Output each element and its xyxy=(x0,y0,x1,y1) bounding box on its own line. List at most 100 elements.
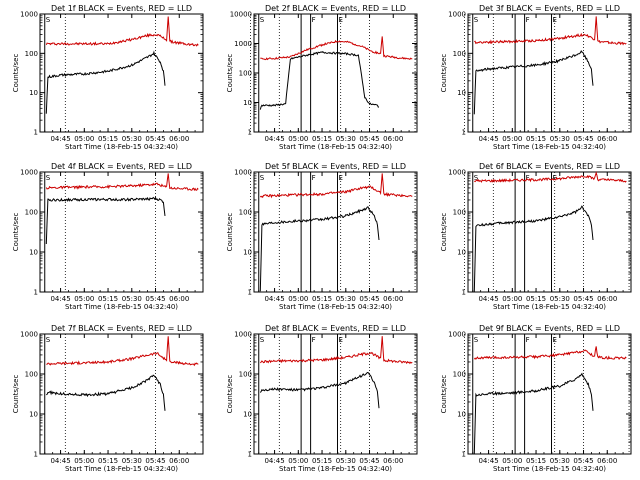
event-rate-series xyxy=(473,372,594,455)
lld-rate-series xyxy=(46,336,199,367)
y-axis-label: Counts/sec xyxy=(226,213,234,252)
x-tick-label: 04:45 xyxy=(478,457,498,465)
plot-frame xyxy=(467,13,632,133)
panel-title: Det 1f BLACK = Events, RED = LLD xyxy=(51,4,192,13)
plot-frame xyxy=(39,13,204,133)
y-tick-label: 10 xyxy=(457,411,466,419)
interval-marker-label: S xyxy=(260,16,265,24)
y-axis-label: Counts/sec xyxy=(12,375,20,414)
y-tick-label: 1 xyxy=(34,289,38,297)
interval-marker-label: S xyxy=(474,174,479,182)
y-tick-label: 10 xyxy=(243,99,252,107)
x-tick-label: 06:00 xyxy=(383,457,403,465)
x-axis-label: Start Time (18-Feb-15 04:32:40) xyxy=(65,465,178,473)
y-tick-label: 1000 xyxy=(20,169,38,177)
y-tick-label: 1 xyxy=(462,289,466,297)
x-tick-label: 05:00 xyxy=(502,457,522,465)
x-tick-label: 04:45 xyxy=(264,457,284,465)
y-axis-label: Counts/sec xyxy=(440,375,448,414)
y-tick-label: 100 xyxy=(25,209,38,217)
x-tick-label: 05:45 xyxy=(359,135,379,143)
y-tick-label: 1 xyxy=(248,451,252,459)
interval-marker-label: E xyxy=(553,174,557,182)
event-rate-series xyxy=(473,205,594,292)
interval-marker-label: S xyxy=(260,174,265,182)
interval-marker-label: S xyxy=(260,336,265,344)
y-tick-label: 10 xyxy=(29,249,38,257)
y-axis-label: Counts/sec xyxy=(440,213,448,252)
x-tick-label: 05:15 xyxy=(526,295,546,303)
x-tick-label: 05:15 xyxy=(526,457,546,465)
x-tick-label: 06:00 xyxy=(597,135,617,143)
x-axis-label: Start Time (18-Feb-15 04:32:40) xyxy=(279,143,392,151)
x-tick-label: 05:00 xyxy=(74,457,94,465)
y-tick-label: 10 xyxy=(243,411,252,419)
y-tick-label: 100 xyxy=(453,371,466,379)
x-axis-label: Start Time (18-Feb-15 04:32:40) xyxy=(279,303,392,311)
x-tick-label: 05:45 xyxy=(145,457,165,465)
x-tick-label: 05:45 xyxy=(359,457,379,465)
y-tick-label: 10 xyxy=(243,249,252,257)
y-tick-label: 1 xyxy=(34,451,38,459)
panel-title: Det 6f BLACK = Events, RED = LLD xyxy=(479,162,620,171)
x-axis-label: Start Time (18-Feb-15 04:32:40) xyxy=(493,303,606,311)
interval-marker-label: F xyxy=(526,336,530,344)
x-tick-label: 04:45 xyxy=(50,295,70,303)
plot-frame xyxy=(467,333,632,455)
x-tick-label: 05:30 xyxy=(550,457,570,465)
x-axis-label: Start Time (18-Feb-15 04:32:40) xyxy=(493,465,606,473)
plot-frame xyxy=(253,333,418,455)
lld-rate-series xyxy=(260,336,413,365)
y-tick-label: 1000 xyxy=(234,169,252,177)
y-tick-label: 100 xyxy=(239,70,252,78)
x-tick-label: 06:00 xyxy=(169,457,189,465)
x-axis-label: Start Time (18-Feb-15 04:32:40) xyxy=(65,303,178,311)
lld-rate-series xyxy=(45,173,199,192)
y-tick-label: 1000 xyxy=(20,331,38,339)
x-tick-label: 05:30 xyxy=(336,135,356,143)
y-axis-label: Counts/sec xyxy=(226,54,234,93)
x-axis-label: Start Time (18-Feb-15 04:32:40) xyxy=(493,143,606,151)
panel-title: Det 8f BLACK = Events, RED = LLD xyxy=(265,324,406,333)
x-tick-label: 05:30 xyxy=(336,457,356,465)
interval-marker-label: F xyxy=(526,174,530,182)
x-tick-label: 05:45 xyxy=(145,295,165,303)
event-rate-series xyxy=(45,374,166,411)
x-tick-label: 05:15 xyxy=(526,135,546,143)
y-tick-label: 1000 xyxy=(448,11,466,19)
x-tick-label: 05:30 xyxy=(122,135,142,143)
x-axis-label: Start Time (18-Feb-15 04:32:40) xyxy=(279,465,392,473)
interval-marker-label: F xyxy=(526,16,530,24)
interval-marker-label: S xyxy=(46,174,51,182)
x-tick-label: 05:30 xyxy=(336,295,356,303)
interval-marker-label: S xyxy=(474,16,479,24)
y-tick-label: 10 xyxy=(29,411,38,419)
x-tick-label: 05:45 xyxy=(145,135,165,143)
x-tick-label: 06:00 xyxy=(597,457,617,465)
event-rate-series xyxy=(259,371,380,409)
x-tick-label: 06:00 xyxy=(169,295,189,303)
x-tick-label: 04:45 xyxy=(264,295,284,303)
y-tick-label: 100 xyxy=(239,209,252,217)
x-tick-label: 05:15 xyxy=(98,135,118,143)
y-tick-label: 1 xyxy=(462,451,466,459)
panel-title: Det 9f BLACK = Events, RED = LLD xyxy=(479,324,620,333)
x-tick-label: 05:30 xyxy=(550,135,570,143)
x-tick-label: 05:30 xyxy=(122,457,142,465)
x-tick-label: 06:00 xyxy=(383,135,403,143)
x-tick-label: 04:45 xyxy=(478,135,498,143)
x-tick-label: 05:00 xyxy=(74,295,94,303)
x-tick-label: 05:00 xyxy=(502,295,522,303)
event-rate-series xyxy=(473,49,594,115)
x-tick-label: 06:00 xyxy=(383,295,403,303)
y-tick-label: 100 xyxy=(25,371,38,379)
y-tick-label: 1 xyxy=(462,129,466,137)
x-tick-label: 05:15 xyxy=(98,457,118,465)
interval-marker-label: S xyxy=(46,16,51,24)
